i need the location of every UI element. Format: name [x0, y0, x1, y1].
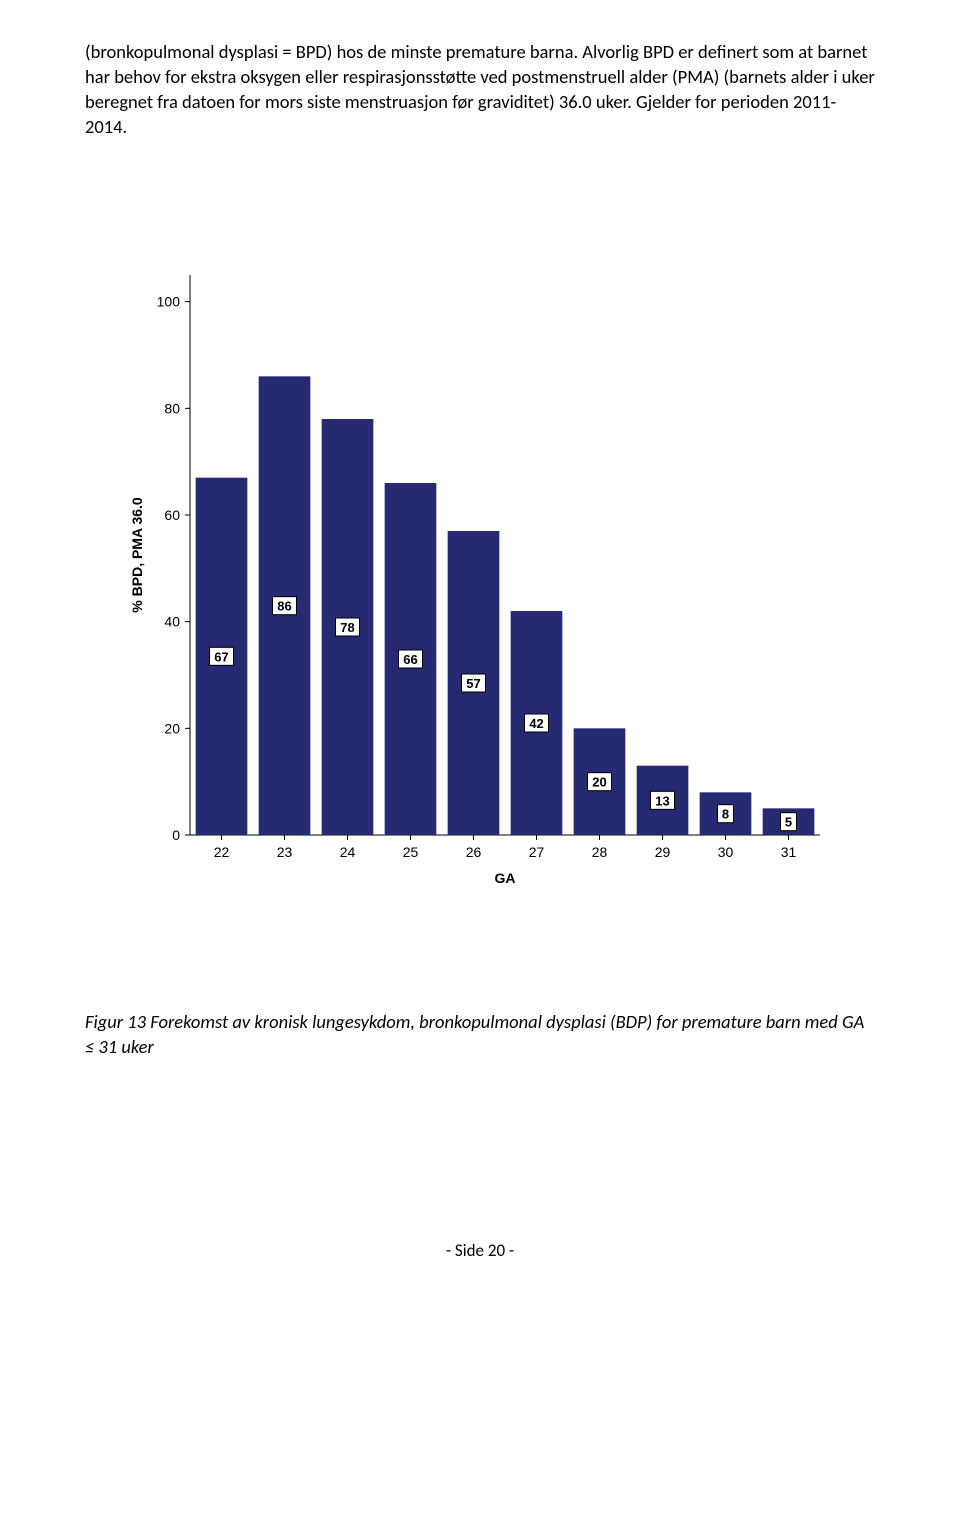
svg-text:86: 86 — [277, 599, 291, 614]
svg-text:66: 66 — [403, 652, 417, 667]
svg-text:GA: GA — [495, 870, 516, 886]
chart-container: 0 20 40 60 80 100 % BPD, PMA 36.0 22 67 23 86 24 78 2… — [115, 260, 835, 900]
svg-text:78: 78 — [340, 620, 354, 635]
svg-text:80: 80 — [164, 400, 180, 416]
svg-text:27: 27 — [529, 844, 545, 860]
svg-text:22: 22 — [214, 844, 230, 860]
svg-text:29: 29 — [655, 844, 671, 860]
svg-text:20: 20 — [164, 720, 180, 736]
svg-text:8: 8 — [722, 807, 729, 822]
svg-text:30: 30 — [718, 844, 734, 860]
svg-text:20: 20 — [592, 775, 606, 790]
page-container: (bronkopulmonal dysplasi = BPD) hos de m… — [0, 0, 960, 1291]
svg-text:13: 13 — [655, 793, 669, 808]
svg-text:5: 5 — [785, 815, 792, 830]
page-footer: - Side 20 - — [85, 1240, 875, 1261]
svg-text:31: 31 — [781, 844, 797, 860]
svg-text:25: 25 — [403, 844, 419, 860]
svg-text:42: 42 — [529, 716, 543, 731]
svg-text:40: 40 — [164, 614, 180, 630]
svg-text:% BPD, PMA 36.0: % BPD, PMA 36.0 — [129, 497, 145, 613]
svg-text:23: 23 — [277, 844, 293, 860]
bar-chart: 0 20 40 60 80 100 % BPD, PMA 36.0 22 67 23 86 24 78 2… — [115, 260, 835, 900]
svg-text:100: 100 — [157, 294, 181, 310]
svg-text:60: 60 — [164, 507, 180, 523]
svg-text:24: 24 — [340, 844, 356, 860]
svg-text:0: 0 — [172, 827, 180, 843]
svg-text:26: 26 — [466, 844, 482, 860]
svg-text:28: 28 — [592, 844, 608, 860]
svg-text:57: 57 — [466, 676, 480, 691]
svg-text:67: 67 — [214, 649, 228, 664]
body-paragraph: (bronkopulmonal dysplasi = BPD) hos de m… — [85, 40, 875, 140]
figure-caption: Figur 13 Forekomst av kronisk lungesykdo… — [85, 1010, 875, 1060]
